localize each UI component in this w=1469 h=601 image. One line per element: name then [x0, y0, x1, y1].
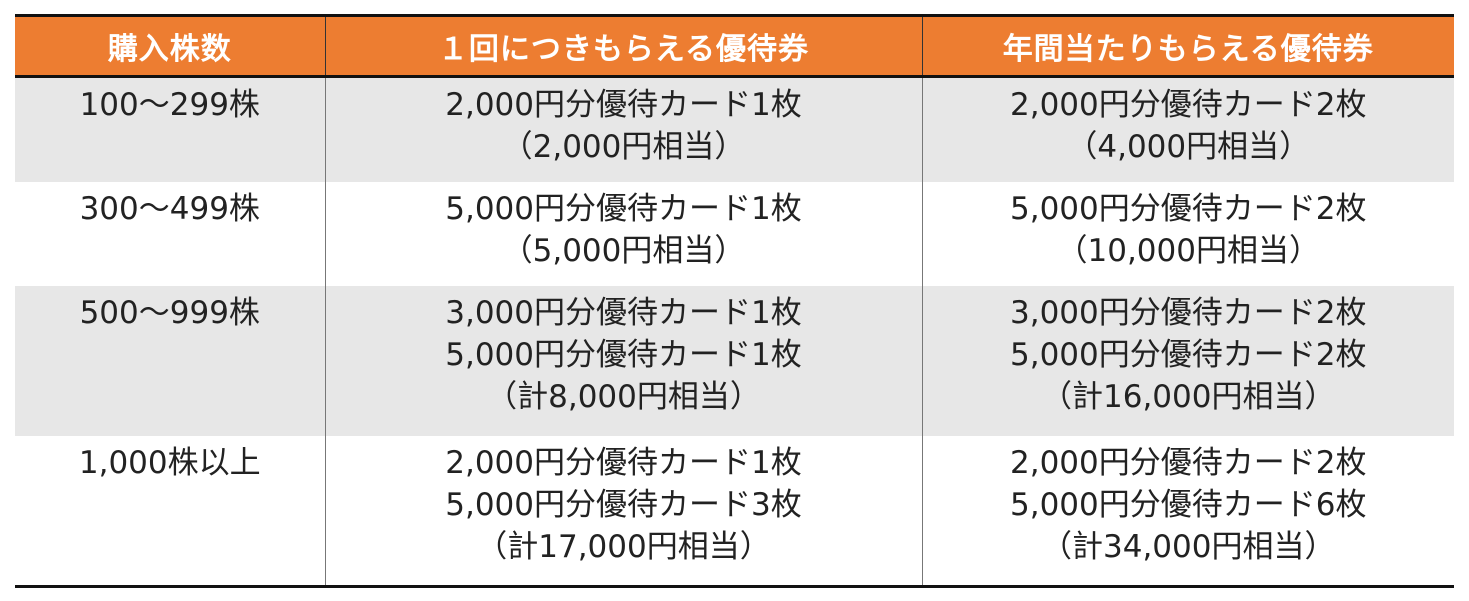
shares-text: 300～499株	[79, 191, 260, 227]
per-time-cell: 2,000円分優待カード1枚 （2,000円相当）	[324, 76, 922, 182]
annual-line: 3,000円分優待カード2枚	[1010, 295, 1367, 331]
table-row: 300～499株 5,000円分優待カード1枚 （5,000円相当） 5,000…	[15, 182, 1454, 286]
header-annual: 年間当たりもらえる優待券	[921, 14, 1454, 78]
shareholder-benefit-table: 購入株数 １回につきもらえる優待券 年間当たりもらえる優待券 100～299株 …	[15, 14, 1454, 588]
annual-line: 5,000円分優待カード2枚	[1010, 191, 1367, 227]
per-time-line: 5,000円分優待カード1枚	[445, 191, 802, 227]
shares-cell: 1,000株以上	[15, 436, 325, 588]
shares-text: 500～999株	[79, 295, 260, 331]
annual-line: （計16,000円相当）	[1041, 379, 1336, 415]
benefit-table-container: 購入株数 １回につきもらえる優待券 年間当たりもらえる優待券 100～299株 …	[15, 14, 1454, 588]
annual-line: 5,000円分優待カード6枚	[1010, 487, 1367, 523]
per-time-line: 5,000円分優待カード1枚	[445, 337, 802, 373]
table-header: 購入株数 １回につきもらえる優待券 年間当たりもらえる優待券	[15, 14, 1454, 78]
shares-text: 1,000株以上	[78, 445, 261, 481]
per-time-line: 2,000円分優待カード1枚	[445, 87, 802, 123]
shares-cell: 300～499株	[15, 182, 325, 286]
per-time-line: 3,000円分優待カード1枚	[445, 295, 802, 331]
per-time-cell: 2,000円分優待カード1枚 5,000円分優待カード3枚 （計17,000円相…	[324, 436, 922, 588]
annual-line: （10,000円相当）	[1056, 233, 1320, 269]
annual-line: 5,000円分優待カード2枚	[1010, 337, 1367, 373]
annual-cell: 3,000円分優待カード2枚 5,000円分優待カード2枚 （計16,000円相…	[921, 286, 1454, 436]
shares-cell: 500～999株	[15, 286, 325, 436]
annual-line: （4,000円相当）	[1066, 129, 1311, 165]
table-body: 100～299株 2,000円分優待カード1枚 （2,000円相当） 2,000…	[15, 76, 1454, 588]
header-shares: 購入株数	[15, 14, 325, 78]
annual-cell: 2,000円分優待カード2枚 5,000円分優待カード6枚 （計34,000円相…	[921, 436, 1454, 588]
annual-line: 2,000円分優待カード2枚	[1010, 87, 1367, 123]
annual-cell: 5,000円分優待カード2枚 （10,000円相当）	[921, 182, 1454, 286]
table-row: 1,000株以上 2,000円分優待カード1枚 5,000円分優待カード3枚 （…	[15, 436, 1454, 588]
annual-line: 2,000円分優待カード2枚	[1010, 445, 1367, 481]
per-time-line: 2,000円分優待カード1枚	[445, 445, 802, 481]
table-row: 100～299株 2,000円分優待カード1枚 （2,000円相当） 2,000…	[15, 76, 1454, 183]
shares-text: 100～299株	[79, 87, 260, 123]
per-time-line: （5,000円相当）	[501, 233, 746, 269]
table-row: 500～999株 3,000円分優待カード1枚 5,000円分優待カード1枚 （…	[15, 286, 1454, 436]
shares-cell: 100～299株	[15, 77, 325, 183]
per-time-line: （2,000円相当）	[501, 129, 746, 165]
annual-cell: 2,000円分優待カード2枚 （4,000円相当）	[921, 76, 1454, 182]
per-time-line: （計17,000円相当）	[476, 529, 771, 565]
per-time-line: 5,000円分優待カード3枚	[445, 487, 802, 523]
per-time-cell: 5,000円分優待カード1枚 （5,000円相当）	[324, 182, 922, 286]
header-row: 購入株数 １回につきもらえる優待券 年間当たりもらえる優待券	[15, 14, 1454, 78]
per-time-cell: 3,000円分優待カード1枚 5,000円分優待カード1枚 （計8,000円相当…	[324, 286, 922, 436]
annual-line: （計34,000円相当）	[1041, 529, 1336, 565]
per-time-line: （計8,000円相当）	[486, 379, 761, 415]
header-per-time: １回につきもらえる優待券	[324, 14, 922, 78]
